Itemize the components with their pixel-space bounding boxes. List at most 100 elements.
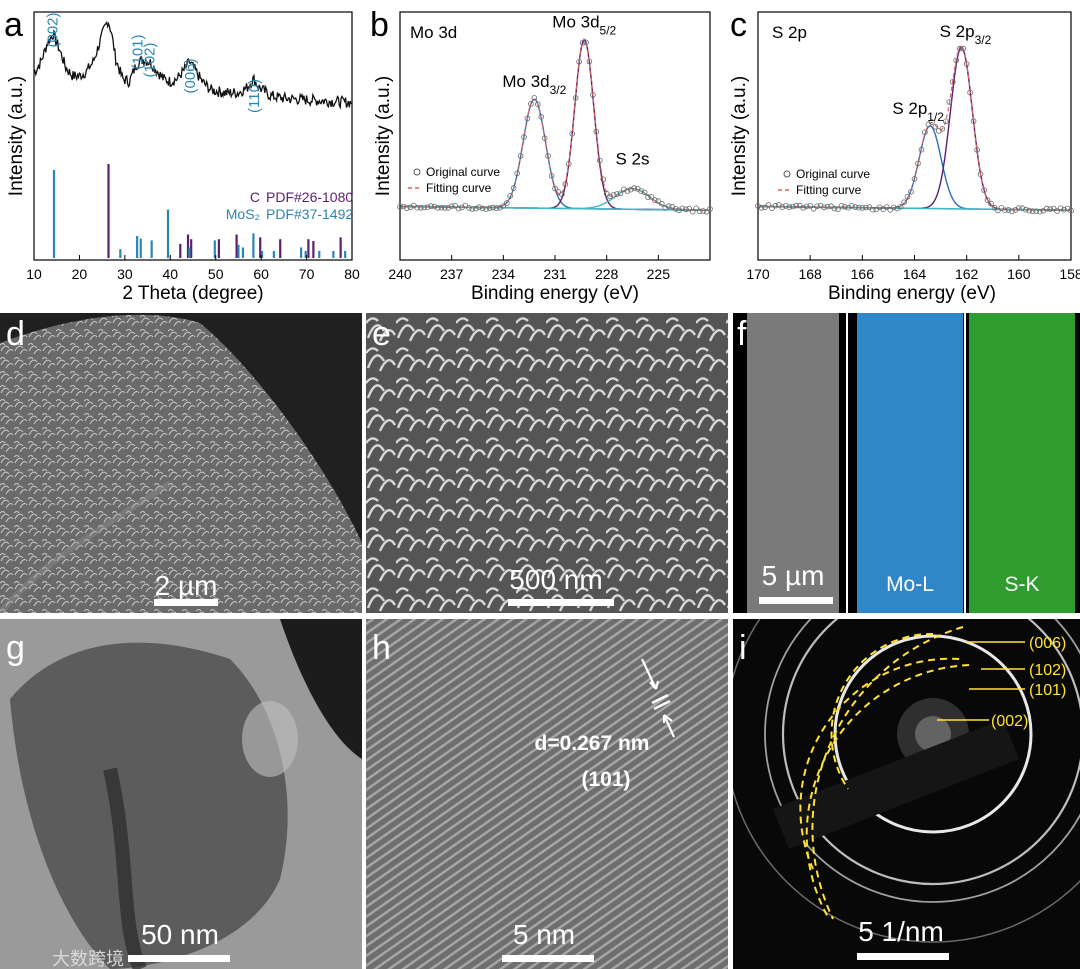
mo3d-x-ticks: 240 237 234 231 228 225 xyxy=(388,255,670,282)
xps-data-point xyxy=(970,118,977,124)
scale-bar-d xyxy=(154,599,218,606)
xrd-peak-label-2: (102) xyxy=(141,42,158,77)
xps-data-point xyxy=(641,189,648,196)
mo3d-plot-frame xyxy=(399,11,711,261)
xps-data-point xyxy=(810,206,817,212)
panel-a: a (002) (101)(102) (006) (110) 10 20 30 40 50 60… xyxy=(4,6,360,304)
xps-data-point xyxy=(755,203,761,209)
panel-f: f 5 µm Mo-L S-K xyxy=(733,313,1080,613)
hrtem-image-h: h d=0.267 nm (101) 5 nm xyxy=(366,619,728,969)
panel-letter-e: e xyxy=(372,315,391,353)
xps-data-point xyxy=(552,185,558,192)
saed-ring-leaders xyxy=(937,641,1025,721)
xps-data-point xyxy=(866,204,873,210)
saed-pattern-i: (006) (102) (101) (002) i 5 1/nm xyxy=(733,619,1080,969)
sem-image-d: d 2 µm xyxy=(0,313,362,613)
xps-data-point xyxy=(1047,206,1053,213)
ring-label-006: (006) xyxy=(1029,635,1066,652)
xps-x-tick-label-0: 240 xyxy=(388,266,412,282)
diffraction-ring-2 xyxy=(781,619,1080,886)
scale-bar-f xyxy=(759,597,833,604)
xps-data-point xyxy=(1057,205,1064,212)
watermark: 大数跨境 xyxy=(52,949,124,969)
panel-e: e 500 nm xyxy=(366,313,728,613)
arrow-top xyxy=(641,658,660,690)
panel-letter-c: c xyxy=(730,6,747,44)
xps-data-point xyxy=(652,197,658,203)
panel-h: h d=0.267 nm (101) 5 nm xyxy=(366,619,728,969)
xps-x-tick-label-6: 158 xyxy=(1059,266,1080,282)
s2p-title: S 2p xyxy=(772,23,807,42)
xrd-legend-c-name: C xyxy=(250,189,260,205)
xps-data-point xyxy=(538,114,544,120)
xrd-x-tick-label-3: 40 xyxy=(162,266,178,282)
tem-image-g: g 50 nm 大数跨境 xyxy=(0,619,362,969)
xps-data-point xyxy=(435,205,441,211)
xps-data-point xyxy=(490,204,496,211)
xps-data-point xyxy=(503,200,510,206)
xps-data-point xyxy=(593,128,600,135)
panel-letter-g: g xyxy=(6,629,25,667)
xps-data-point xyxy=(956,45,963,52)
scale-bar-label-h: 5 nm xyxy=(513,919,575,950)
xrd-plot-frame xyxy=(33,11,353,261)
diffraction-ring-4 xyxy=(733,619,1080,943)
xps-data-point xyxy=(683,206,689,213)
xps-data-point xyxy=(869,206,876,213)
panel-c: c S 2p S 2p1/2 S 2p3/2 170 168 166 164 162 160… xyxy=(729,6,1080,304)
xps-data-point xyxy=(807,203,813,209)
xps-data-point xyxy=(1029,208,1036,215)
xps-data-point xyxy=(545,153,551,159)
xps-peak-label-0: Mo 3d3/2 xyxy=(502,72,566,97)
s2p-plot-frame xyxy=(757,11,1072,261)
xps-data-point xyxy=(974,147,980,153)
xps-data-point xyxy=(472,205,479,212)
xps-data-point xyxy=(977,171,984,177)
xps-data-point xyxy=(483,206,489,212)
xps-data-point xyxy=(852,204,859,210)
xps-data-point xyxy=(887,207,893,213)
xps-x-tick-label-3: 231 xyxy=(543,266,567,282)
xps-data-point xyxy=(1009,208,1015,215)
xps-data-point xyxy=(548,173,555,179)
xps-x-tick-label-1: 168 xyxy=(798,266,822,282)
panel-i: (006) (102) (101) (002) i 5 1/nm xyxy=(733,619,1080,969)
panel-letter-f: f xyxy=(737,315,747,353)
xps-data-point xyxy=(1033,208,1039,215)
mo3d-legend-fitting: Fitting curve xyxy=(426,181,492,195)
xps-data-point xyxy=(1026,207,1033,214)
xps-data-point xyxy=(908,189,914,195)
ring-label-002: (002) xyxy=(991,713,1028,730)
xps-x-tick-label-3: 164 xyxy=(903,266,927,282)
xps-data-point xyxy=(627,186,634,193)
xrd-x-tick-label-7: 80 xyxy=(344,266,360,282)
xrd-pattern-line xyxy=(33,20,352,110)
mo3d-title: Mo 3d xyxy=(410,23,457,42)
xps-data-point xyxy=(946,99,953,105)
xps-data-point xyxy=(862,204,869,211)
xps-data-point xyxy=(873,206,879,213)
xps-data-point xyxy=(1061,206,1067,213)
xps-data-point xyxy=(576,58,582,65)
xps-data-point xyxy=(817,202,824,209)
xps-x-tick-label-5: 225 xyxy=(647,266,671,282)
xps-data-point xyxy=(407,204,414,211)
lattice-marker-2 xyxy=(653,699,671,711)
xrd-peak-label-4: (110) xyxy=(246,79,263,113)
xps-data-point xyxy=(707,206,713,212)
xps-fitting-curve xyxy=(401,38,710,211)
xps-data-point xyxy=(452,203,458,209)
xps-data-point xyxy=(572,95,579,101)
xps-data-point xyxy=(617,190,624,197)
xrd-legend: C PDF#26-1080 MoS₂ PDF#37-1492 xyxy=(226,189,354,222)
xps-data-point xyxy=(610,192,617,198)
xps-data-point xyxy=(845,204,852,211)
xrd-x-tick-label-0: 10 xyxy=(26,266,42,282)
xps-data-point xyxy=(988,200,994,207)
scale-bar-e xyxy=(508,599,614,606)
xps-data-point xyxy=(897,204,904,210)
xps-data-point xyxy=(541,135,548,142)
xps-data-point xyxy=(776,202,782,208)
xps-data-point xyxy=(603,190,610,197)
xps-data-point xyxy=(963,61,970,67)
